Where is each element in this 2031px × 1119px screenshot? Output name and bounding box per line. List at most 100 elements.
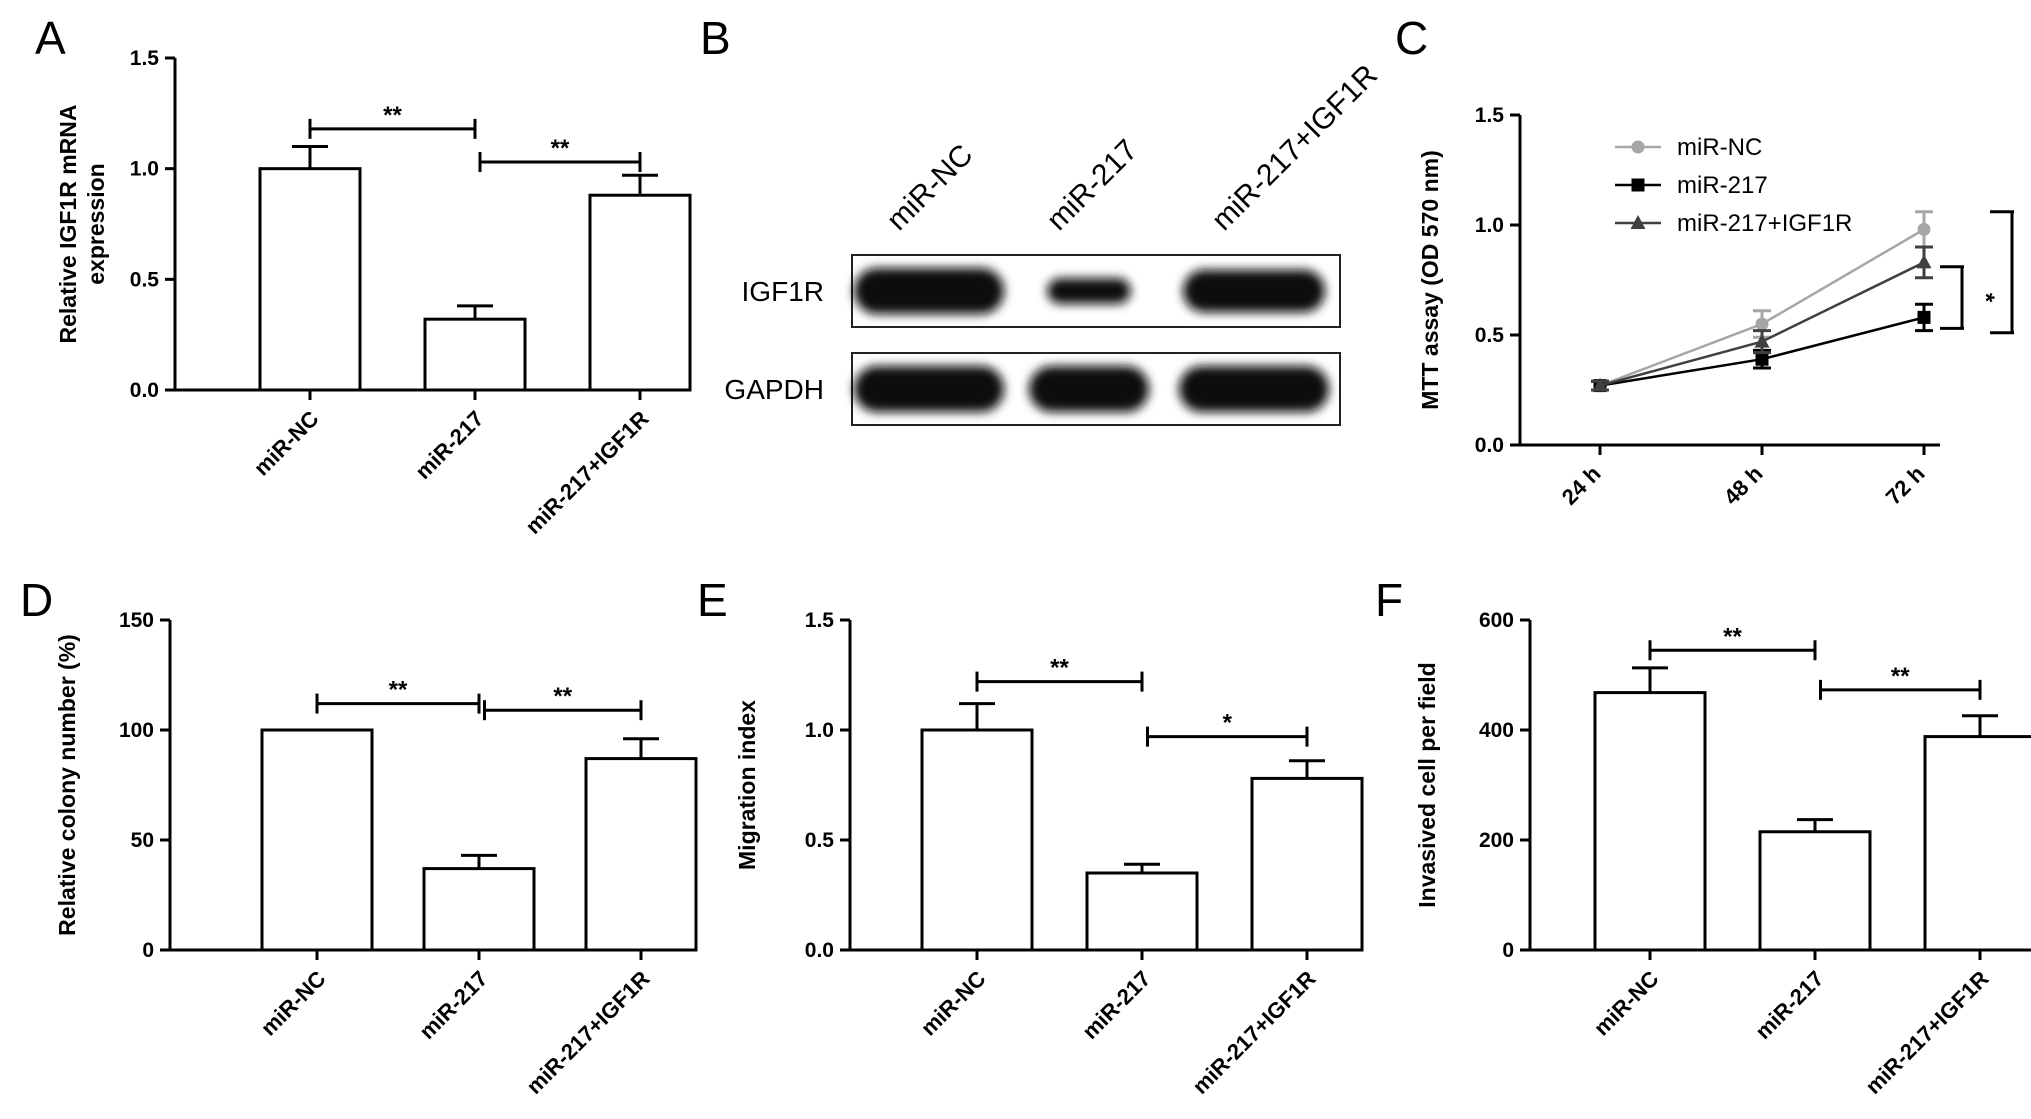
y-tick-label: 1.0 — [130, 158, 159, 181]
x-category-label: miR-217+IGF1R — [520, 406, 653, 539]
bar — [584, 757, 698, 952]
panel-letter: C — [1395, 12, 1428, 64]
y-axis-title: MTT assay (OD 570 nm) — [1417, 150, 1443, 409]
data-point — [1755, 317, 1769, 331]
data-point — [1754, 333, 1770, 348]
bar — [423, 317, 527, 392]
blot-lane-label: miR-217 — [1041, 133, 1145, 237]
x-category-label: 24 h — [1557, 461, 1606, 510]
y-tick-label: 0.5 — [1475, 324, 1505, 347]
y-axis-title: expression — [83, 163, 109, 284]
y-axis-title: Relative IGF1R mRNA — [55, 104, 81, 343]
blot-band — [1183, 269, 1325, 313]
panel-f: F 0 200 400 600 Invasived cell per field miR-N… — [1375, 574, 2031, 1099]
panel-d: D 0 50 100 150 Relative colony number (%) miR-… — [20, 574, 698, 1099]
y-tick-label: 1.0 — [1475, 214, 1504, 237]
blot-band — [1047, 278, 1131, 304]
bar — [920, 728, 1034, 952]
x-category-label: miR-217 — [1750, 966, 1828, 1044]
significance-label: ** — [1723, 623, 1742, 650]
legend-marker — [1630, 215, 1646, 229]
x-category-label: 48 h — [1719, 461, 1768, 510]
data-point — [1917, 222, 1931, 236]
significance-label: ** — [2022, 263, 2031, 282]
legend-label: miR-NC — [1677, 134, 1762, 161]
significance-label: ** — [383, 102, 402, 129]
y-axis-title: Migration index — [734, 700, 760, 870]
x-category-label: miR-217+IGF1R — [521, 966, 654, 1099]
blot-band — [1179, 366, 1329, 412]
y-tick-label: 1.5 — [1475, 104, 1505, 127]
panel-letter: D — [20, 574, 53, 626]
x-category-label: miR-217 — [410, 406, 488, 484]
legend-label: miR-217 — [1677, 172, 1768, 199]
blot-lane-label: miR-NC — [881, 138, 980, 237]
significance-label: ** — [551, 135, 570, 162]
significance-label: * — [1223, 710, 1233, 737]
blot-band — [1029, 366, 1149, 412]
data-point — [1755, 352, 1769, 366]
bar — [260, 728, 374, 952]
legend-label: miR-217+IGF1R — [1677, 210, 1852, 237]
panel-letter: F — [1375, 574, 1403, 626]
panel-e: E 0.0 0.5 1.0 1.5 Migration index miR-NC miR-21… — [697, 574, 1364, 1099]
y-tick-label: 400 — [1479, 719, 1514, 742]
y-tick-label: 200 — [1479, 829, 1514, 852]
significance-label: ** — [553, 683, 572, 710]
y-tick-label: 0.0 — [1475, 434, 1504, 457]
x-category-label: miR-217+IGF1R — [1187, 966, 1320, 1099]
y-tick-label: 1.0 — [805, 719, 834, 742]
x-category-label: miR-NC — [249, 406, 324, 481]
x-category-label: miR-217 — [1077, 966, 1155, 1044]
x-category-label: miR-217 — [414, 966, 492, 1044]
significance-label: ** — [389, 677, 408, 704]
y-tick-label: 0.0 — [805, 939, 834, 962]
bar — [1593, 691, 1707, 952]
panel-letter: A — [35, 12, 66, 64]
blot-lane-label: miR-217+IGF1R — [1206, 59, 1384, 237]
significance-label: ** — [1891, 663, 1910, 690]
data-point — [1916, 254, 1932, 269]
x-category-label: miR-NC — [1589, 966, 1664, 1041]
blot-band — [854, 268, 1004, 314]
y-axis-title: Invasived cell per field — [1414, 662, 1440, 907]
legend-marker — [1631, 140, 1645, 154]
bar — [588, 193, 692, 392]
x-category-label: miR-217+IGF1R — [1860, 966, 1993, 1099]
bar — [1250, 776, 1364, 952]
data-point — [1917, 310, 1931, 324]
y-tick-label: 0 — [142, 939, 154, 962]
y-tick-label: 100 — [119, 719, 154, 742]
significance-label: * — [1972, 293, 1999, 303]
y-tick-label: 1.5 — [130, 47, 160, 70]
significance-label: ** — [1050, 655, 1069, 682]
panel-letter: E — [697, 574, 728, 626]
y-tick-label: 0.5 — [130, 268, 160, 291]
blot-row-label: IGF1R — [742, 276, 824, 307]
y-tick-label: 150 — [119, 609, 154, 632]
y-tick-label: 50 — [131, 829, 154, 852]
blot-band — [854, 366, 1004, 412]
x-category-label: 72 h — [1881, 461, 1930, 510]
blot-row-label: GAPDH — [724, 374, 824, 405]
bar — [422, 867, 536, 952]
y-tick-label: 600 — [1479, 609, 1514, 632]
x-category-label: miR-NC — [916, 966, 991, 1041]
y-axis-title: Relative colony number (%) — [54, 634, 80, 936]
legend-marker — [1631, 178, 1645, 192]
panel-c: C 0.0 0.5 1.0 1.5 MTT assay (OD 570 nm) 24 h 48… — [1395, 12, 2031, 510]
x-category-label: miR-NC — [256, 966, 331, 1041]
y-tick-label: 0.0 — [130, 379, 159, 402]
y-tick-label: 0 — [1502, 939, 1514, 962]
y-tick-label: 0.5 — [805, 829, 835, 852]
bar — [258, 167, 362, 392]
bar — [1923, 735, 2031, 952]
bar — [1758, 830, 1872, 952]
y-tick-label: 1.5 — [805, 609, 835, 632]
panel-a: A 0.0 0.5 1.0 1.5 Relative IGF1R mRNA expressi… — [35, 12, 692, 539]
bar — [1085, 871, 1199, 952]
data-point — [1592, 377, 1608, 392]
panel-letter: B — [700, 12, 731, 64]
